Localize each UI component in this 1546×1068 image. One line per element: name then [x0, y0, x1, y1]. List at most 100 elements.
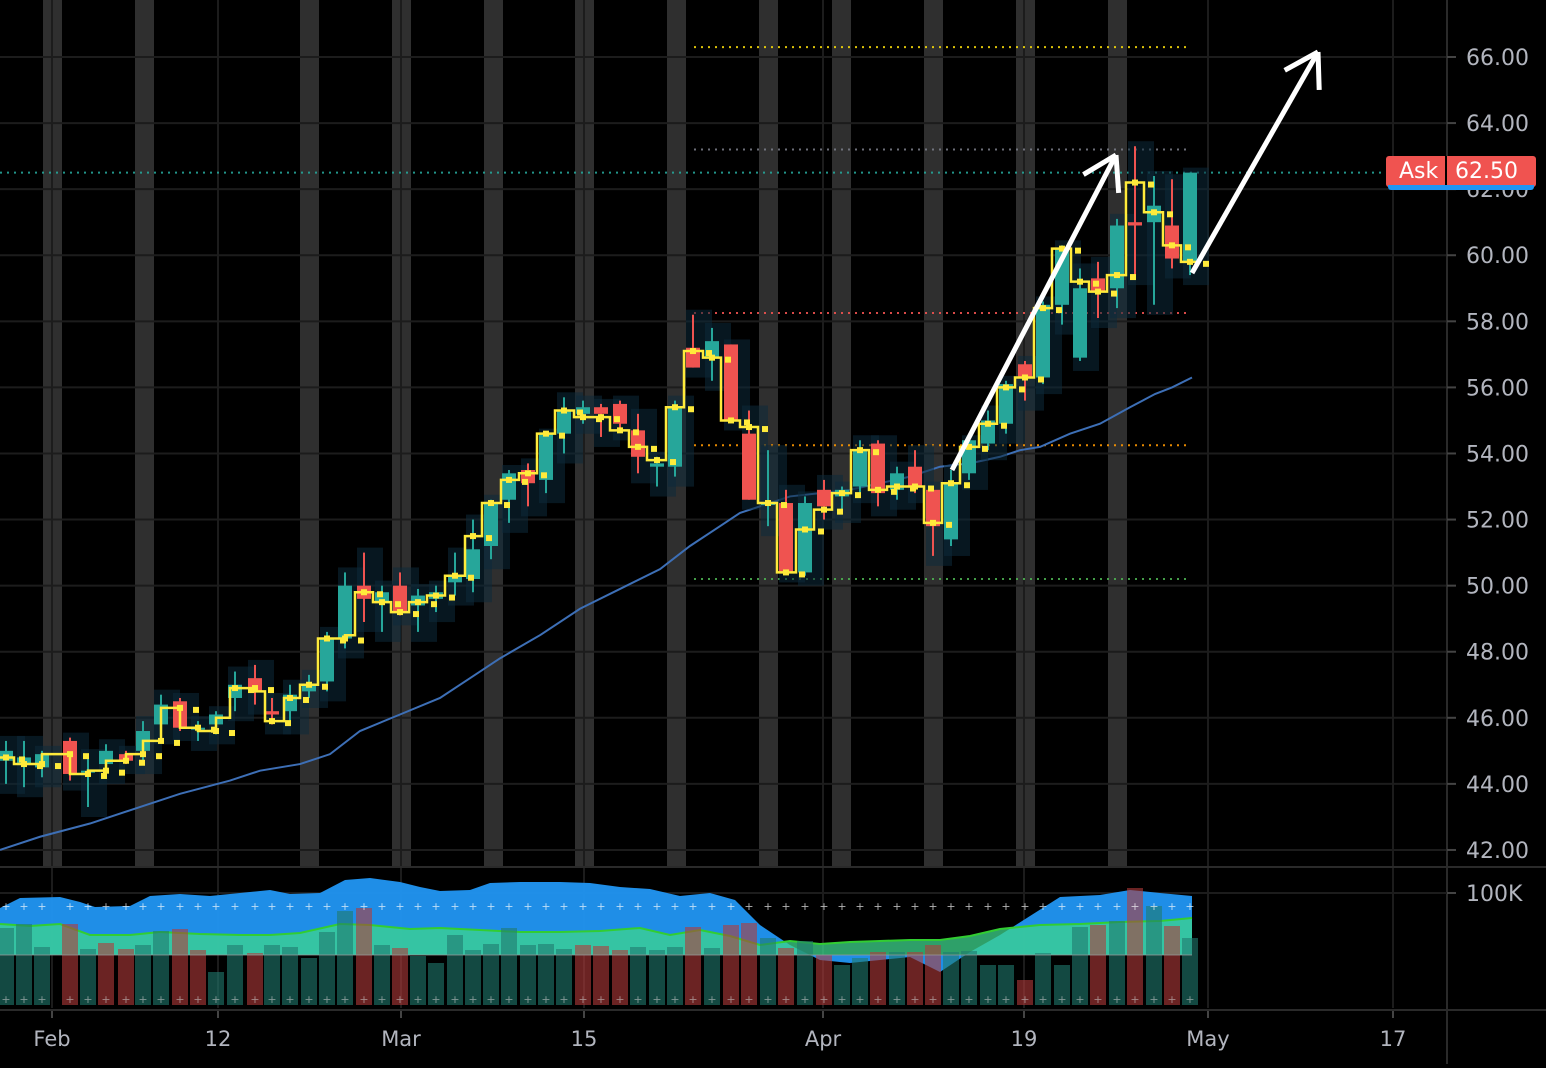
svg-text:+: + — [431, 900, 440, 913]
svg-text:+: + — [559, 900, 568, 913]
volume-bar — [410, 956, 426, 1005]
volume-bar — [834, 965, 850, 1005]
svg-text:+: + — [819, 900, 828, 913]
volume-bar — [0, 928, 14, 1005]
volume-bar — [649, 950, 665, 1005]
svg-text:+: + — [468, 900, 477, 913]
svg-text:+: + — [413, 900, 422, 913]
volume-bar — [520, 945, 536, 1005]
volume-bar — [998, 965, 1014, 1005]
svg-text:+: + — [541, 993, 550, 1006]
svg-text:+: + — [450, 900, 459, 913]
shaded-column — [924, 0, 943, 866]
candle — [557, 410, 571, 434]
volume-bar — [1127, 888, 1143, 1005]
svg-text:+: + — [1057, 900, 1066, 913]
volume-bar — [797, 941, 813, 1005]
ask-label: Ask — [1399, 159, 1439, 184]
price-tick-label: 54.00 — [1466, 442, 1529, 467]
svg-text:+: + — [523, 993, 532, 1006]
volume-bar — [723, 925, 739, 1005]
volume-bar — [1054, 965, 1070, 1005]
svg-text:+: + — [1112, 993, 1121, 1006]
volume-bar — [34, 947, 50, 1005]
volume-bar — [98, 943, 114, 1005]
svg-text:+: + — [688, 993, 697, 1006]
svg-text:+: + — [83, 900, 92, 913]
svg-text:+: + — [910, 993, 919, 1006]
volume-bar — [593, 946, 609, 1005]
svg-text:+: + — [267, 993, 276, 1006]
shaded-column — [300, 0, 319, 866]
svg-text:+: + — [322, 993, 331, 1006]
svg-text:+: + — [83, 993, 92, 1006]
volume-bar — [172, 929, 188, 1005]
svg-text:+: + — [1167, 993, 1176, 1006]
svg-text:+: + — [1093, 993, 1102, 1006]
svg-text:+: + — [156, 900, 165, 913]
shaded-column — [1016, 0, 1035, 866]
candle — [338, 585, 352, 639]
candle — [944, 483, 958, 540]
svg-text:+: + — [65, 993, 74, 1006]
svg-text:+: + — [946, 900, 955, 913]
arrow-annotations[interactable] — [949, 49, 1322, 472]
svg-text:+: + — [744, 900, 753, 913]
price-tick-label: 50.00 — [1466, 575, 1529, 600]
time-tick-label: May — [1186, 1027, 1229, 1051]
volume-bar — [1090, 925, 1106, 1005]
shaded-column — [759, 0, 778, 866]
volume-bar — [190, 950, 206, 1005]
shaded-column — [832, 0, 851, 866]
svg-text:+: + — [37, 993, 46, 1006]
svg-text:+: + — [707, 900, 716, 913]
svg-text:+: + — [873, 993, 882, 1006]
volume-bar — [870, 952, 886, 1005]
svg-text:+: + — [1020, 993, 1029, 1006]
time-tick-label: 15 — [571, 1027, 598, 1051]
price-tick-label: 42.00 — [1466, 839, 1529, 864]
volume-bar — [227, 945, 243, 1005]
candle — [853, 450, 867, 487]
svg-text:+: + — [322, 900, 331, 913]
candle — [686, 347, 700, 368]
svg-text:+: + — [928, 900, 937, 913]
time-tick-label: Apr — [805, 1027, 842, 1051]
volume-bar — [465, 950, 481, 1005]
svg-text:+: + — [946, 993, 955, 1006]
price-tick-label: 46.00 — [1466, 707, 1529, 732]
svg-text:+: + — [504, 900, 513, 913]
svg-text:+: + — [1038, 900, 1047, 913]
candle — [1036, 304, 1050, 378]
volume-bar — [575, 945, 591, 1005]
svg-text:+: + — [211, 900, 220, 913]
volume-bar — [356, 908, 372, 1005]
svg-text:+: + — [781, 993, 790, 1006]
svg-text:+: + — [138, 900, 147, 913]
time-tick-label: Mar — [381, 1027, 421, 1051]
svg-text:+: + — [1112, 900, 1121, 913]
time-axis[interactable]: Feb 12 Mar 15 Apr 19 May 17 — [33, 1011, 1406, 1051]
candle — [926, 489, 940, 527]
svg-text:+: + — [763, 900, 772, 913]
svg-text:+: + — [138, 993, 147, 1006]
svg-text:+: + — [652, 900, 661, 913]
svg-text:+: + — [652, 993, 661, 1006]
volume-bar — [208, 972, 224, 1005]
svg-text:+: + — [101, 900, 110, 913]
arrow-line — [1189, 50, 1321, 275]
svg-text:+: + — [175, 993, 184, 1006]
ask-price-badge: Ask 62.50 — [1386, 156, 1536, 190]
volume-bar — [135, 945, 151, 1005]
volume-bar — [374, 945, 390, 1005]
svg-text:+: + — [855, 993, 864, 1006]
candle — [265, 711, 279, 715]
candle — [1128, 222, 1142, 226]
svg-text:+: + — [596, 993, 605, 1006]
price-tick-label: 60.00 — [1466, 244, 1529, 269]
volume-bar — [685, 927, 701, 1005]
svg-text:+: + — [486, 900, 495, 913]
